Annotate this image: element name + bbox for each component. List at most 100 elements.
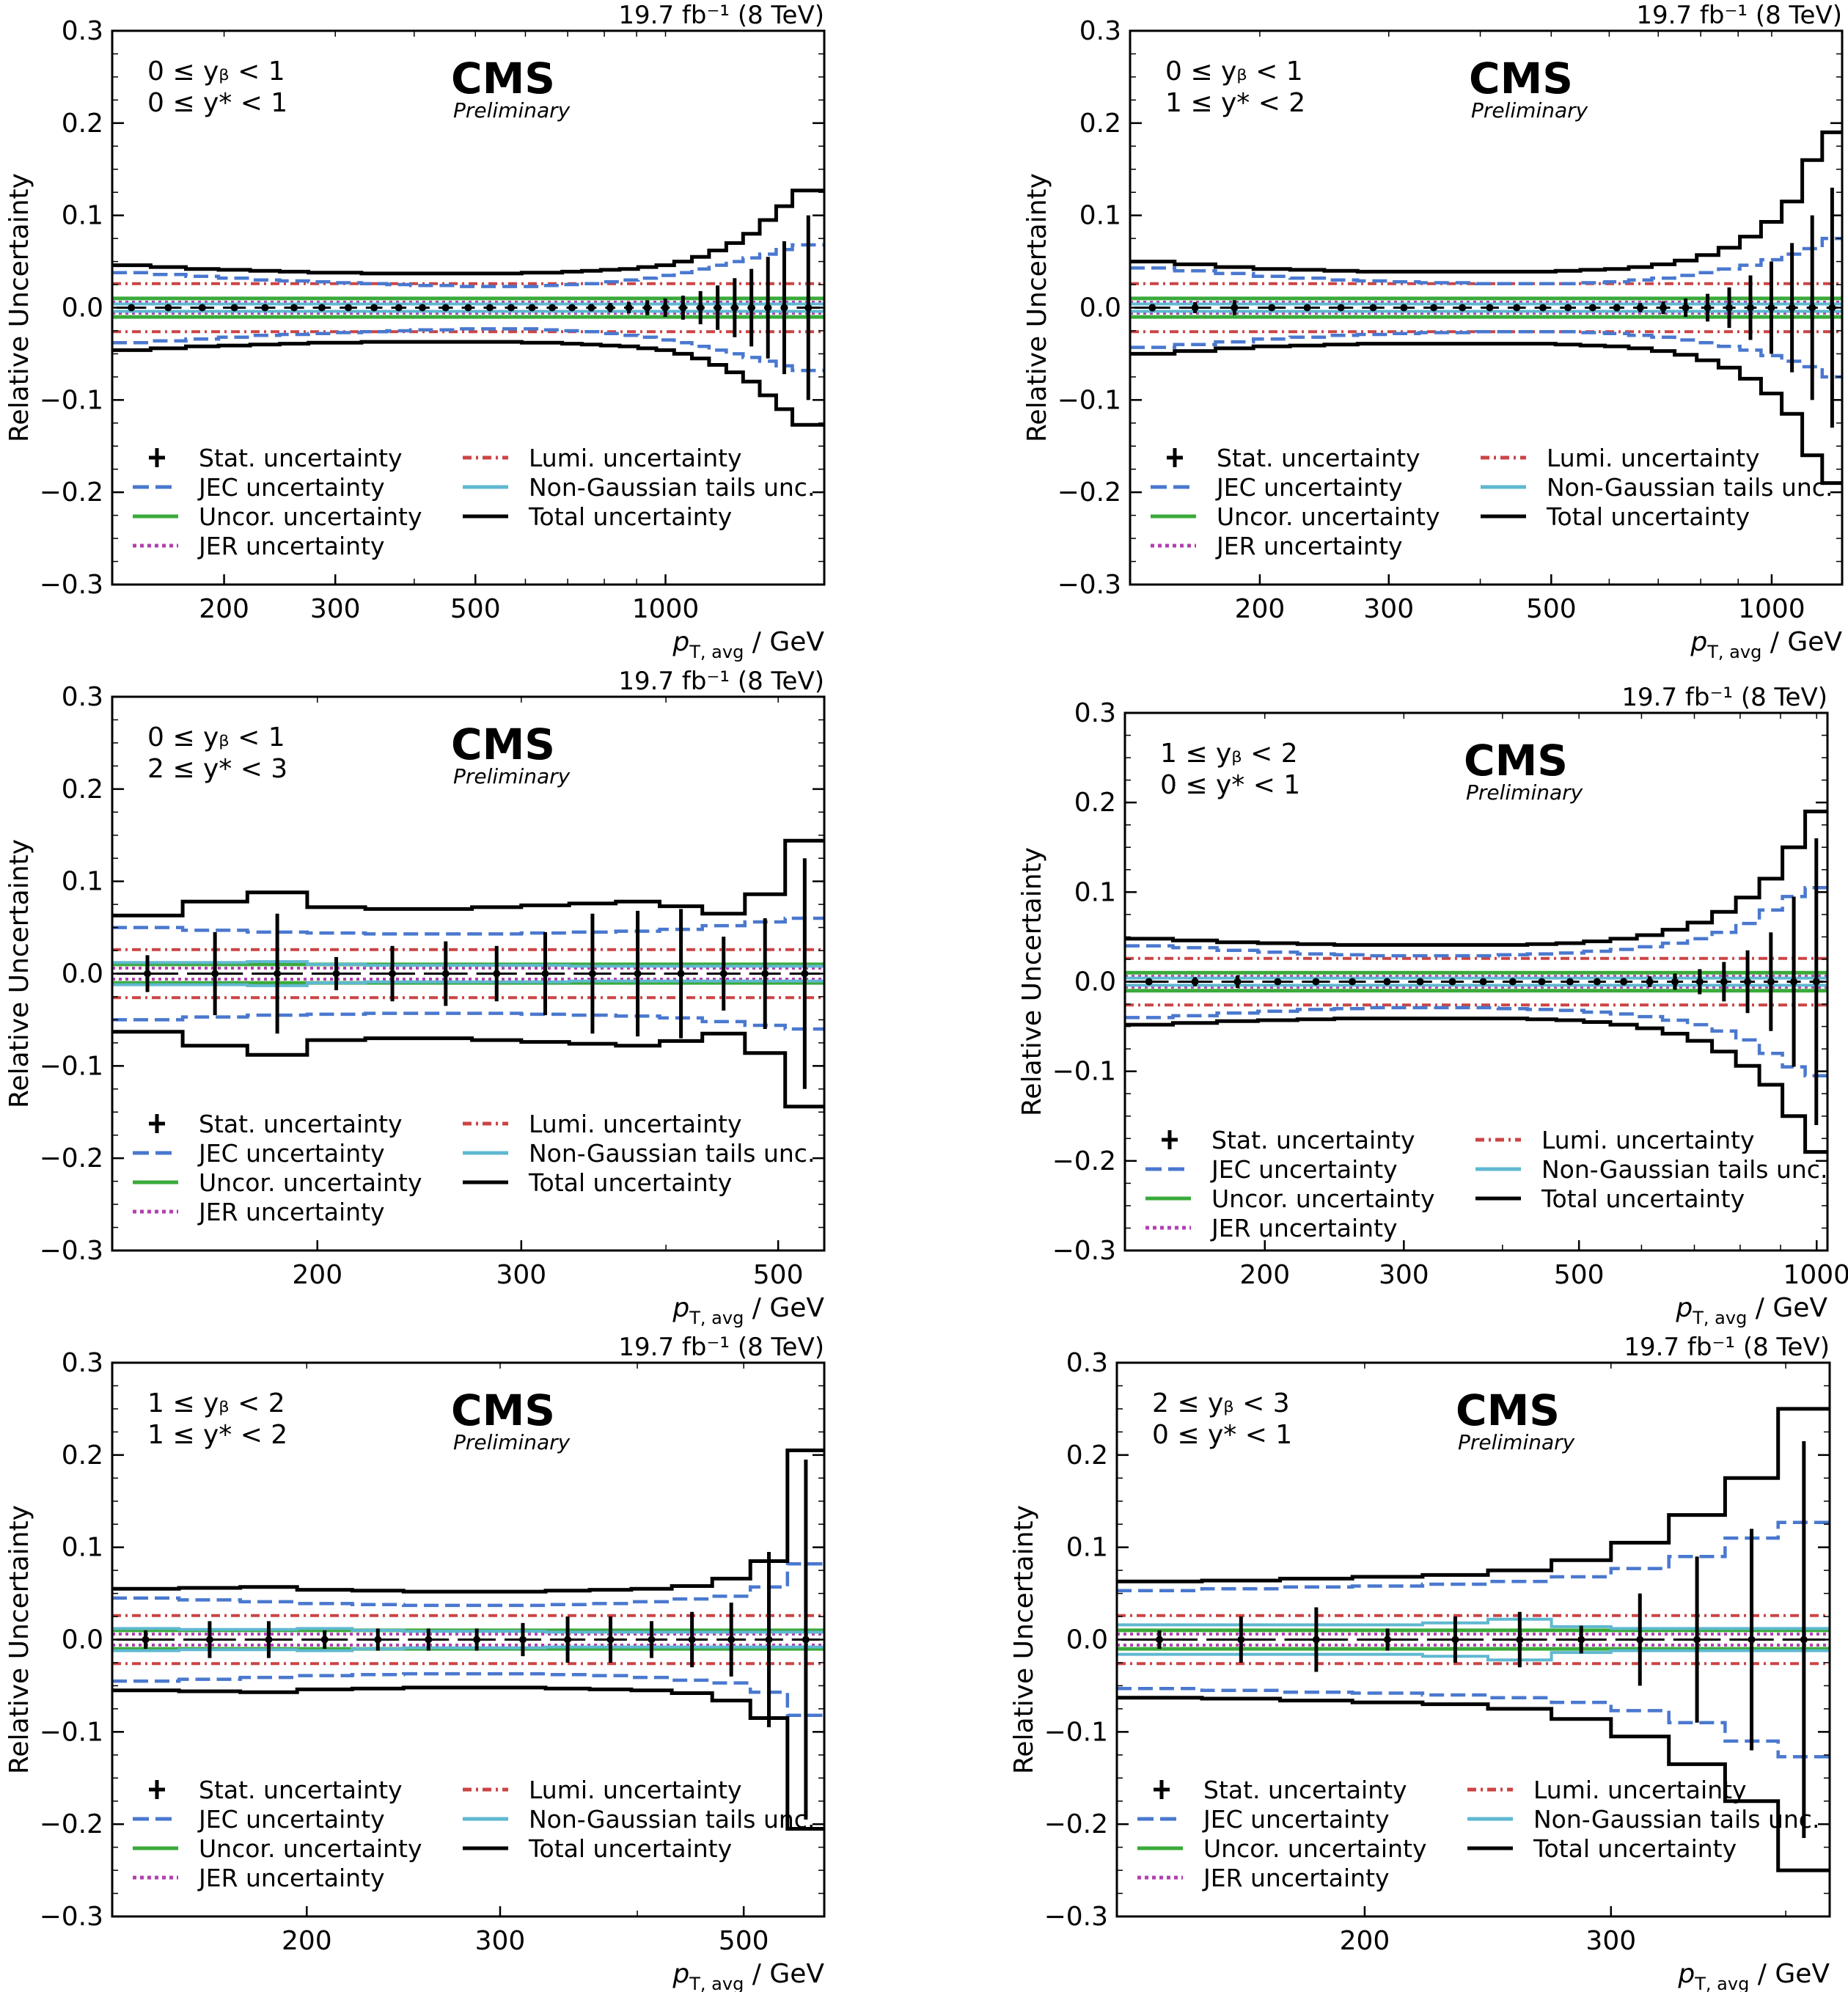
y-tick-label: 0.3	[1066, 1348, 1108, 1378]
legend-uncor-label: Uncor. uncertainty	[199, 1834, 422, 1863]
stat-point	[265, 1636, 273, 1644]
legend-total-label: Total uncertainty	[1546, 502, 1750, 531]
y-tick-label: 0.3	[62, 682, 103, 712]
stat-point	[1744, 978, 1752, 986]
x-tick-label: 300	[1585, 1926, 1636, 1956]
stat-point	[486, 304, 494, 312]
chart-panel-6: −0.3 −0.2 −0.1 0.0 0.1 0.2 0.3 200 300 Relative U…	[1009, 1333, 1831, 1992]
x-axis-label-p: p	[672, 1293, 689, 1323]
jec-step-down	[1125, 1006, 1827, 1078]
lumi-label: 19.7 fb⁻¹ (8 TeV)	[618, 667, 824, 696]
x-axis-label-unit: / GeV	[744, 1959, 824, 1989]
stat-point	[518, 1636, 527, 1644]
range-label-yb: 1 ≤ yᵦ < 2	[147, 1388, 285, 1418]
stat-point	[395, 304, 403, 312]
range-label-ystar: 0 ≤ y* < 1	[1152, 1420, 1292, 1450]
y-tick-label: −0.2	[40, 1809, 103, 1839]
x-axis-label-p: p	[1675, 1293, 1693, 1323]
stat-point	[606, 1636, 615, 1644]
stat-point	[1479, 978, 1487, 986]
x-axis-label: pT, avg / GeV	[672, 1293, 824, 1328]
range-label-ystar: 2 ≤ y* < 3	[147, 754, 287, 784]
y-tick-label: −0.2	[1057, 477, 1121, 508]
stat-point	[128, 304, 136, 312]
stat-point	[1538, 978, 1546, 986]
lumi-label: 19.7 fb⁻¹ (8 TeV)	[1636, 1, 1842, 30]
stat-point	[634, 970, 642, 978]
ng-step-up	[1117, 1617, 1830, 1630]
total-step-down	[112, 1030, 824, 1109]
legend-jec-label: JEC uncertainty	[197, 1805, 385, 1834]
legend-ng-label: Non-Gaussian tails unc.	[1533, 1805, 1819, 1834]
stat-point	[1312, 1636, 1320, 1644]
legend-ng-label: Non-Gaussian tails unc.	[1541, 1155, 1827, 1184]
x-tick-label: 1000	[632, 594, 700, 624]
y-tick-label: −0.1	[1044, 1717, 1108, 1747]
stat-point	[761, 970, 769, 978]
legend-ng-label: Non-Gaussian tails unc.	[529, 1139, 815, 1168]
y-tick-label: −0.1	[40, 1051, 103, 1081]
stat-point	[1660, 304, 1668, 312]
y-tick-label: −0.2	[40, 1143, 103, 1173]
stat-point	[1369, 304, 1377, 312]
x-axis-label-sub: T, avg	[689, 642, 744, 662]
jec-step-down	[1117, 1686, 1830, 1759]
x-axis-label: pT, avg / GeV	[1690, 627, 1842, 662]
cms-label: CMS	[451, 54, 555, 103]
cms-label: CMS	[451, 1385, 555, 1435]
stat-point	[1148, 304, 1156, 312]
stat-point	[606, 304, 615, 312]
legend-lumi-label: Lumi. uncertainty	[1547, 444, 1760, 472]
x-tick-label: 200	[199, 594, 249, 624]
stat-point	[677, 970, 685, 978]
legend-jec-label: JEC uncertainty	[1202, 1805, 1390, 1834]
range-label-ystar: 1 ≤ y* < 2	[147, 1420, 287, 1450]
legend-jer-label: JER uncertainty	[197, 532, 385, 560]
plot-area	[1130, 130, 1842, 486]
legend-jec-label: JEC uncertainty	[197, 1139, 385, 1168]
jec-step-down	[112, 1011, 824, 1031]
stat-point	[345, 304, 353, 312]
plot-area	[1125, 809, 1827, 1154]
chart-panel-5: −0.3 −0.2 −0.1 0.0 0.1 0.2 0.3 200 300 500 Relativ…	[4, 1333, 826, 1992]
cms-label: CMS	[1456, 1385, 1560, 1435]
legend-total-label: Total uncertainty	[1541, 1184, 1745, 1213]
x-axis-label-sub: T, avg	[689, 1974, 744, 1992]
stat-point	[1516, 1636, 1524, 1644]
stat-point	[697, 304, 705, 312]
ng-step-down	[112, 1645, 824, 1652]
lumi-label: 19.7 fb⁻¹ (8 TeV)	[1621, 683, 1827, 712]
stat-point	[764, 304, 772, 312]
stat-point	[473, 1636, 481, 1644]
stat-point	[1646, 978, 1654, 986]
stat-point	[1416, 978, 1424, 986]
stat-point	[1268, 304, 1276, 312]
total-step-down	[1117, 1696, 1830, 1872]
y-tick-label: −0.3	[40, 570, 103, 600]
legend-total-label: Total uncertainty	[528, 1834, 732, 1863]
stat-point	[320, 1636, 329, 1644]
x-tick-label: 1000	[1783, 1260, 1848, 1290]
x-axis-label: pT, avg / GeV	[672, 1959, 824, 1992]
x-tick-label: 200	[1239, 1260, 1290, 1290]
stat-point	[568, 304, 576, 312]
stat-point	[1237, 1636, 1245, 1644]
stat-point	[290, 304, 298, 312]
stat-point	[1767, 978, 1775, 986]
stat-point	[730, 304, 738, 312]
stat-point	[441, 304, 450, 312]
total-step-down	[1130, 342, 1842, 486]
x-tick-label: 300	[496, 1260, 546, 1290]
stat-point	[528, 304, 536, 312]
stat-point	[1349, 978, 1357, 986]
y-tick-label: −0.3	[1044, 1902, 1108, 1932]
range-label-ystar: 1 ≤ y* < 2	[1165, 88, 1305, 118]
legend-jec-label: JEC uncertainty	[1215, 473, 1403, 502]
stat-point	[1303, 304, 1311, 312]
stat-point	[493, 970, 501, 978]
legend-total-label: Total uncertainty	[1533, 1834, 1737, 1863]
legend-stat-label: Stat. uncertainty	[1211, 1126, 1415, 1154]
stat-point	[1231, 304, 1239, 312]
stat-point	[1384, 1636, 1392, 1644]
